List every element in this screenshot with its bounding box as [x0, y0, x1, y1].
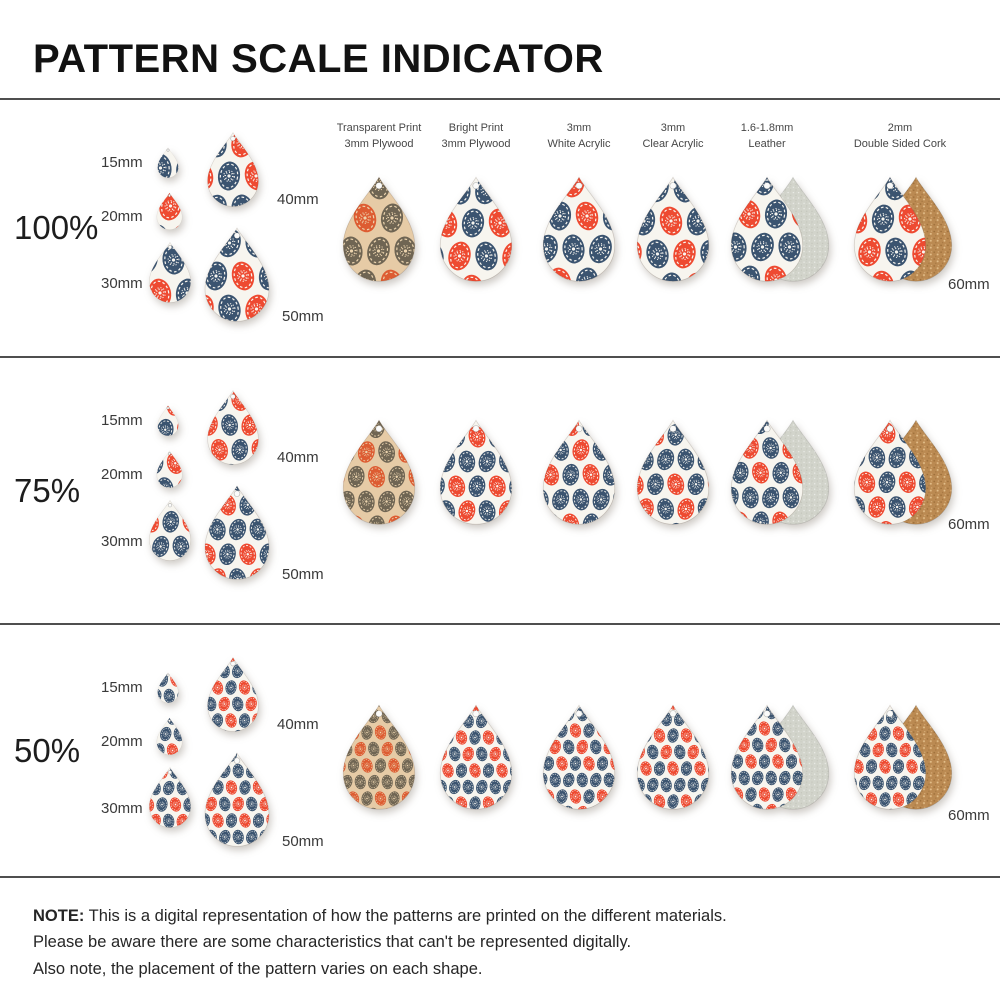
note-line-2: Please be aware there are some character… [33, 933, 632, 952]
material-header-acrylic-clear: 3mm Clear Acrylic [597, 121, 749, 153]
teardrop-60mm-leather-75 [729, 418, 831, 525]
material-header-line2: Clear Acrylic [642, 137, 704, 150]
size-label-20mm: 20mm [101, 733, 143, 750]
teardrop-50mm-100 [203, 226, 271, 322]
scale-label-50: 50% [14, 731, 81, 769]
teardrop-60mm-acrylic-clear-50 [635, 703, 711, 810]
teardrop-60mm-plywood-transparent-75 [341, 418, 417, 525]
size-label-60mm: 60mm [948, 276, 990, 293]
size-label-20mm: 20mm [101, 208, 143, 225]
material-header-line2: 3mm Plywood [441, 137, 511, 150]
scale-row-50: 50% 15mm 20mm 30mm 40mm 50mm 60mm [0, 625, 1000, 878]
size-label-20mm: 20mm [101, 466, 143, 483]
note-section: NOTE: This is a digital representation o… [0, 878, 1000, 982]
size-label-40mm: 40mm [277, 716, 319, 733]
size-label-50mm: 50mm [282, 566, 324, 583]
teardrop-60mm-acrylic-clear-75 [635, 418, 711, 525]
size-label-60mm: 60mm [948, 807, 990, 824]
page-title: PATTERN SCALE INDICATOR [33, 37, 604, 81]
teardrop-60mm-plywood-transparent-100 [341, 175, 417, 282]
teardrop-60mm-leather-50 [729, 703, 831, 810]
material-header-line1: 1.6-1.8mm [740, 122, 794, 134]
size-label-15mm: 15mm [101, 679, 143, 696]
teardrop-15mm-100 [157, 147, 179, 178]
teardrop-60mm-plywood-transparent-50 [341, 703, 417, 810]
teardrop-20mm-50 [156, 717, 183, 755]
material-header-line1: 3mm [566, 122, 592, 134]
material-header-acrylic-white: 3mm White Acrylic [503, 121, 655, 153]
note-line-3: Also note, the placement of the pattern … [33, 959, 483, 978]
scale-row-100: 100% Transparent Print 3mm Plywood Bright… [0, 100, 1000, 358]
material-header-line1: Bright Print [448, 122, 504, 134]
size-label-15mm: 15mm [101, 154, 143, 171]
teardrop-60mm-plywood-bright-100 [438, 175, 514, 282]
teardrop-60mm-acrylic-white-100 [541, 175, 617, 282]
size-label-30mm: 30mm [101, 800, 143, 817]
teardrop-60mm-acrylic-white-75 [541, 418, 617, 525]
teardrop-20mm-75 [156, 450, 183, 488]
teardrop-60mm-acrylic-clear-100 [635, 175, 711, 282]
material-header-line2: Leather [748, 137, 786, 150]
teardrop-60mm-cork-75 [852, 418, 954, 525]
teardrop-60mm-acrylic-white-50 [541, 703, 617, 810]
material-header-line2: 3mm Plywood [344, 137, 414, 150]
teardrop-50mm-50 [203, 751, 271, 847]
teardrop-50mm-75 [203, 484, 271, 580]
teardrop-20mm-100 [156, 192, 183, 230]
scale-row-75: 75% 15mm 20mm 30mm 40mm 50mm 60mm [0, 358, 1000, 625]
teardrop-60mm-plywood-bright-50 [438, 703, 514, 810]
material-header-line1: 3mm [660, 122, 686, 134]
scale-label-100: 100% [14, 209, 99, 246]
material-header-line2: White Acrylic [547, 137, 611, 150]
material-header-plywood-bright: Bright Print 3mm Plywood [400, 121, 552, 153]
teardrop-15mm-75 [157, 405, 179, 436]
teardrop-40mm-100 [206, 131, 260, 207]
size-label-30mm: 30mm [101, 275, 143, 292]
size-label-50mm: 50mm [282, 308, 324, 325]
scale-label-75: 75% [14, 471, 81, 509]
note-text-1: This is a digital representation of how … [88, 907, 727, 925]
note-line-1: NOTE: This is a digital representation o… [33, 903, 960, 929]
teardrop-30mm-50 [148, 766, 192, 828]
page-header: PATTERN SCALE INDICATOR [0, 0, 1000, 100]
teardrop-15mm-50 [157, 672, 179, 703]
material-header-cork: 2mm Double Sided Cork [824, 121, 976, 153]
teardrop-30mm-75 [148, 499, 192, 561]
teardrop-30mm-100 [148, 241, 192, 303]
material-header-line1: 2mm [887, 122, 913, 134]
teardrop-40mm-50 [206, 656, 260, 732]
note-prefix: NOTE: [33, 907, 85, 925]
material-header-line1: Transparent Print [336, 122, 422, 134]
size-label-30mm: 30mm [101, 533, 143, 550]
size-label-40mm: 40mm [277, 191, 319, 208]
material-header-leather: 1.6-1.8mm Leather [691, 121, 843, 153]
teardrop-60mm-cork-100 [852, 175, 954, 282]
material-header-plywood-transparent: Transparent Print 3mm Plywood [303, 121, 455, 153]
size-label-40mm: 40mm [277, 449, 319, 466]
teardrop-60mm-cork-50 [852, 703, 954, 810]
size-label-15mm: 15mm [101, 412, 143, 429]
size-label-50mm: 50mm [282, 833, 324, 850]
size-label-60mm: 60mm [948, 516, 990, 533]
material-header-line2: Double Sided Cork [853, 137, 947, 150]
teardrop-60mm-plywood-bright-75 [438, 418, 514, 525]
teardrop-40mm-75 [206, 389, 260, 465]
teardrop-60mm-leather-100 [729, 175, 831, 282]
